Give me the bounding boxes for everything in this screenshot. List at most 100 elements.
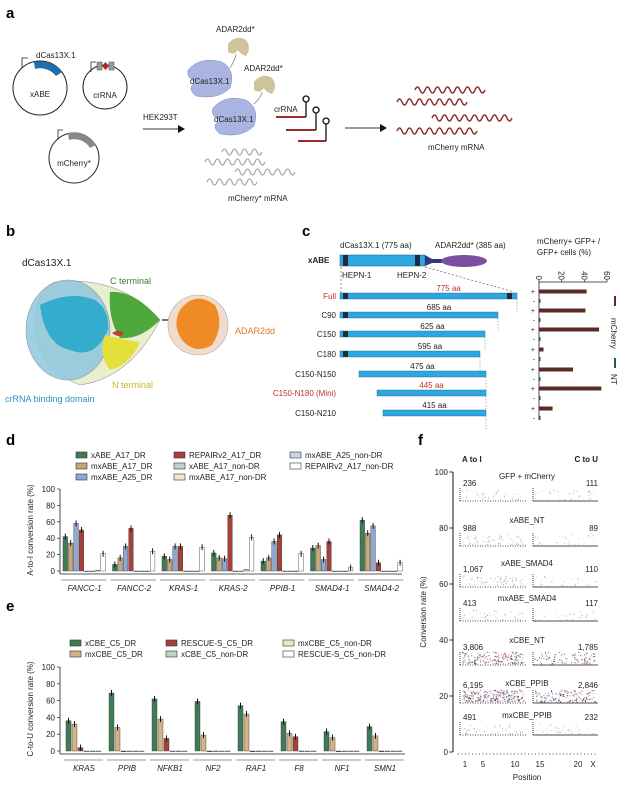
data-point <box>547 498 550 500</box>
data-point <box>503 657 505 659</box>
data-point <box>484 584 486 587</box>
data-point <box>494 690 496 692</box>
data-point <box>491 732 493 734</box>
mrna-wave <box>204 158 266 166</box>
data-point <box>571 653 573 656</box>
legend-item: REPAIRv2_A17_non-DR <box>289 462 394 471</box>
data-point <box>581 616 583 618</box>
data-point <box>547 659 549 661</box>
y-tick-label: 0 <box>51 567 56 576</box>
data-point <box>484 700 486 702</box>
editor-complex-2: dCas13X.1 ADAR2dd* <box>212 64 283 136</box>
c-bar-nt <box>539 337 541 341</box>
data-point <box>474 492 476 494</box>
data-point <box>497 701 499 703</box>
bar <box>293 570 299 573</box>
data-point <box>554 654 556 656</box>
data-point <box>545 728 548 730</box>
legend-label: xABE_A17_non-DR <box>189 462 260 471</box>
data-point <box>558 535 561 537</box>
data-point <box>541 490 543 492</box>
data-point <box>541 663 543 665</box>
scatter-subplot: xABE_SMAD4 1,067 110 <box>459 559 599 588</box>
data-point <box>511 498 513 500</box>
data-point <box>517 544 519 546</box>
data-point <box>584 700 587 702</box>
data-point <box>578 496 580 498</box>
data-point <box>476 609 478 612</box>
bar-group: NF2 <box>193 698 232 773</box>
data-point <box>552 693 554 695</box>
data-point <box>476 577 479 579</box>
data-point <box>468 729 470 731</box>
data-point <box>588 584 590 586</box>
data-point <box>568 701 570 703</box>
bar <box>353 750 360 753</box>
data-point <box>480 577 482 579</box>
data-point <box>513 690 516 692</box>
data-point <box>576 582 579 584</box>
data-point <box>541 696 543 698</box>
data-point <box>494 655 496 657</box>
data-point <box>483 730 485 733</box>
data-point <box>511 538 513 540</box>
y-tick-label: 100 <box>42 485 56 494</box>
scatter-subplot: mxCBE_PPIB 491 232 <box>459 711 599 736</box>
data-point <box>495 611 497 613</box>
data-point <box>484 694 486 696</box>
data-point <box>468 695 470 697</box>
bar <box>212 750 219 753</box>
legend-item: mxABE_A25_non-DR <box>289 451 383 460</box>
data-point <box>471 695 473 697</box>
data-point <box>483 660 485 662</box>
data-point <box>577 695 580 697</box>
sample-title: xCBE_PPIB <box>505 679 548 688</box>
data-point <box>543 694 545 697</box>
data-point <box>565 538 567 540</box>
data-point <box>504 614 506 616</box>
data-point <box>500 576 502 578</box>
data-point <box>521 612 523 614</box>
data-point <box>487 700 490 703</box>
data-point <box>521 541 524 543</box>
data-point <box>469 698 471 701</box>
data-point <box>539 618 541 621</box>
data-point <box>466 662 468 665</box>
data-point <box>476 542 479 545</box>
construct-length: 445 aa <box>419 381 444 390</box>
data-point <box>589 663 592 665</box>
c-tick-label: 60 <box>602 271 611 280</box>
data-point <box>546 694 548 697</box>
data-point <box>479 654 482 656</box>
data-point <box>487 691 489 694</box>
sample-title: GFP + mCherry <box>499 472 555 481</box>
data-point <box>535 576 537 578</box>
data-point <box>556 698 558 700</box>
c-bar-nt <box>539 377 541 381</box>
data-point <box>572 619 574 621</box>
data-point <box>477 658 479 660</box>
data-point <box>586 613 588 615</box>
data-point <box>511 611 513 613</box>
data-point <box>549 492 551 494</box>
legend-label: mxABE_A17_DR <box>91 462 153 471</box>
data-point <box>592 492 594 494</box>
gene-cassette-dcas13x <box>34 61 62 76</box>
gene-cassette-mcherry <box>68 132 96 148</box>
data-point <box>468 663 470 665</box>
data-point <box>555 653 557 656</box>
legend-item: mxCBE_C5_non-DR <box>282 639 372 648</box>
data-point <box>520 583 522 585</box>
data-point <box>511 579 513 582</box>
arrowhead-icon <box>178 125 185 133</box>
data-point <box>566 701 569 703</box>
data-point <box>500 536 502 538</box>
bar <box>390 750 397 753</box>
scatter-subplot: mxABE_SMAD4 413 117 <box>459 594 599 622</box>
data-point <box>570 662 573 664</box>
c-to-u-count: 110 <box>585 565 598 574</box>
data-point <box>515 577 517 579</box>
data-point <box>565 697 567 699</box>
data-point <box>481 498 484 500</box>
